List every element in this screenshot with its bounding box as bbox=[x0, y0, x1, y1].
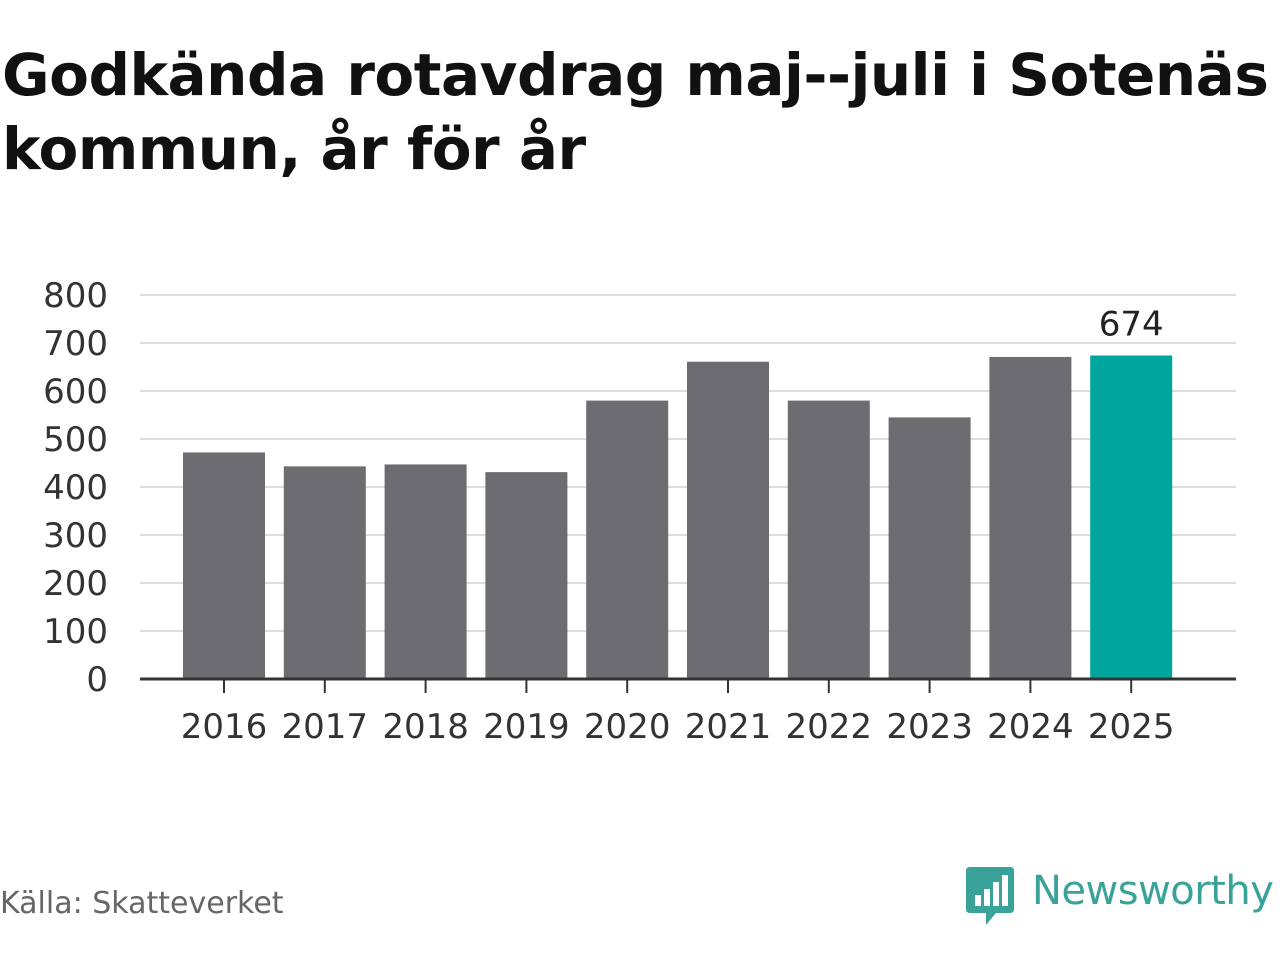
bar-2021 bbox=[687, 361, 769, 679]
y-tick-label: 400 bbox=[43, 468, 108, 508]
chart-title: Godkända rotavdrag maj--juli i Sotenäs k… bbox=[2, 41, 1269, 183]
x-tick-label: 2024 bbox=[987, 707, 1074, 747]
x-tick-label: 2019 bbox=[483, 707, 570, 747]
bar-2016 bbox=[183, 452, 265, 679]
x-tick-label: 2025 bbox=[1088, 707, 1175, 747]
bar-chart: 0 100 200 300 400 500 600 700 800 2016 2017 2018 201… bbox=[43, 276, 1236, 747]
x-tick-label: 2023 bbox=[886, 707, 973, 747]
bar-2019 bbox=[485, 472, 568, 679]
bar-2023 bbox=[888, 417, 971, 679]
y-tick-label: 600 bbox=[43, 372, 108, 412]
y-tick-label: 500 bbox=[43, 420, 108, 460]
bar-2024 bbox=[989, 356, 1072, 679]
x-tick-label: 2021 bbox=[685, 707, 772, 747]
y-tick-label: 100 bbox=[43, 612, 108, 652]
newsworthy-logo-icon bbox=[966, 867, 1014, 925]
brand-logo: Newsworthy bbox=[964, 864, 1274, 928]
x-tick-label: 2022 bbox=[786, 707, 873, 747]
bar-2025 bbox=[1090, 355, 1173, 679]
x-tick-label: 2020 bbox=[584, 707, 671, 747]
bar-2017 bbox=[283, 466, 366, 679]
bar-2022 bbox=[787, 400, 870, 679]
y-tick-label: 200 bbox=[43, 564, 108, 604]
x-tick-label: 2017 bbox=[282, 707, 369, 747]
y-tick-label: 0 bbox=[86, 660, 108, 700]
y-tick-label: 300 bbox=[43, 516, 108, 556]
y-tick-label: 800 bbox=[43, 276, 108, 316]
data-label: 674 bbox=[1099, 304, 1164, 344]
y-tick-label: 700 bbox=[43, 324, 108, 364]
brand-name: Newsworthy bbox=[1032, 868, 1274, 914]
source-note: Källa: Skatteverket bbox=[0, 886, 284, 921]
x-tick-label: 2016 bbox=[181, 707, 268, 747]
x-tick-label: 2018 bbox=[382, 707, 469, 747]
bar-2018 bbox=[384, 464, 467, 679]
bar-2020 bbox=[586, 400, 669, 679]
